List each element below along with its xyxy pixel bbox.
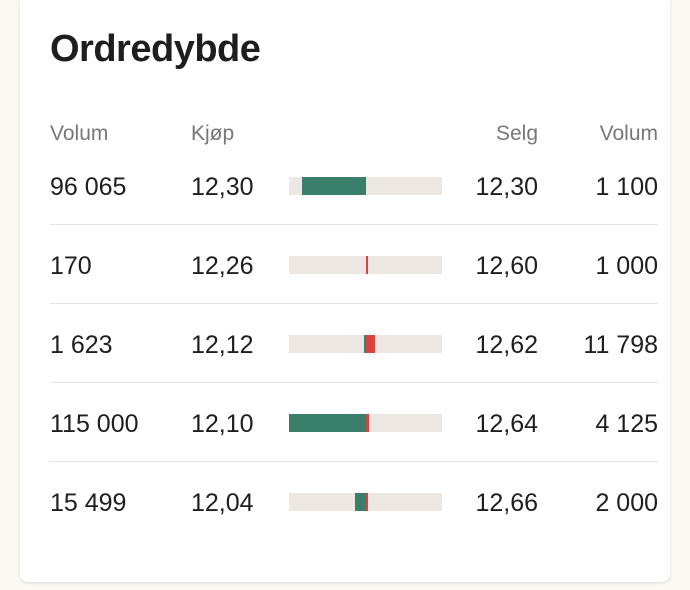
order-row: 15 499 12,04 12,66 2 000	[20, 462, 670, 541]
sell-depth-fill	[365, 493, 368, 511]
buy-depth-fill	[354, 493, 366, 511]
order-row: 115 000 12,10 12,64 4 125	[20, 383, 670, 462]
buy-depth-fill	[301, 177, 366, 195]
buy-price: 12,10	[191, 410, 254, 438]
buy-volume: 96 065	[50, 173, 127, 201]
sell-volume: 4 125	[595, 410, 658, 438]
sell-price: 12,66	[475, 489, 538, 517]
buy-volume: 170	[50, 252, 92, 280]
header-buy-volume: Volum	[50, 122, 109, 145]
sell-depth-fill	[365, 414, 369, 432]
buy-depth-fill	[363, 335, 366, 353]
sell-price: 12,60	[475, 252, 538, 280]
order-depth-card: Ordredybde Volum Kjøp Selg Volum 96 065 …	[20, 0, 670, 582]
sell-volume: 1 100	[595, 173, 658, 201]
header-sell-price: Selg	[495, 122, 538, 145]
column-header-row: Volum Kjøp Selg Volum	[20, 118, 670, 152]
buy-depth-fill	[288, 414, 366, 432]
buy-price: 12,26	[191, 252, 254, 280]
header-buy-price: Kjøp	[191, 122, 235, 145]
buy-price: 12,30	[191, 173, 254, 201]
sell-volume: 1 000	[595, 252, 658, 280]
buy-price: 12,04	[191, 489, 254, 517]
buy-volume: 1 623	[50, 331, 113, 359]
sell-price: 12,62	[475, 331, 538, 359]
header-sell-volume: Volum	[599, 122, 658, 145]
sell-depth-fill	[365, 335, 375, 353]
depth-bar	[289, 493, 442, 511]
sell-volume: 11 798	[583, 331, 658, 359]
buy-price: 12,12	[191, 331, 254, 359]
depth-bar	[289, 335, 442, 353]
order-row: 96 065 12,30 12,30 1 100	[20, 146, 670, 225]
order-depth-table: 96 065 12,30 12,30 1 100 170 12,26 12,60…	[20, 146, 670, 541]
buy-volume: 15 499	[50, 489, 127, 517]
card-title: Ordredybde	[50, 28, 261, 70]
depth-bar	[289, 256, 442, 274]
sell-volume: 2 000	[595, 489, 658, 517]
sell-price: 12,30	[475, 173, 538, 201]
sell-depth-fill	[365, 256, 368, 274]
buy-volume: 115 000	[50, 410, 139, 438]
depth-bar	[289, 177, 442, 195]
order-row: 1 623 12,12 12,62 11 798	[20, 304, 670, 383]
sell-price: 12,64	[475, 410, 538, 438]
depth-bar	[288, 414, 442, 432]
order-row: 170 12,26 12,60 1 000	[20, 225, 670, 304]
